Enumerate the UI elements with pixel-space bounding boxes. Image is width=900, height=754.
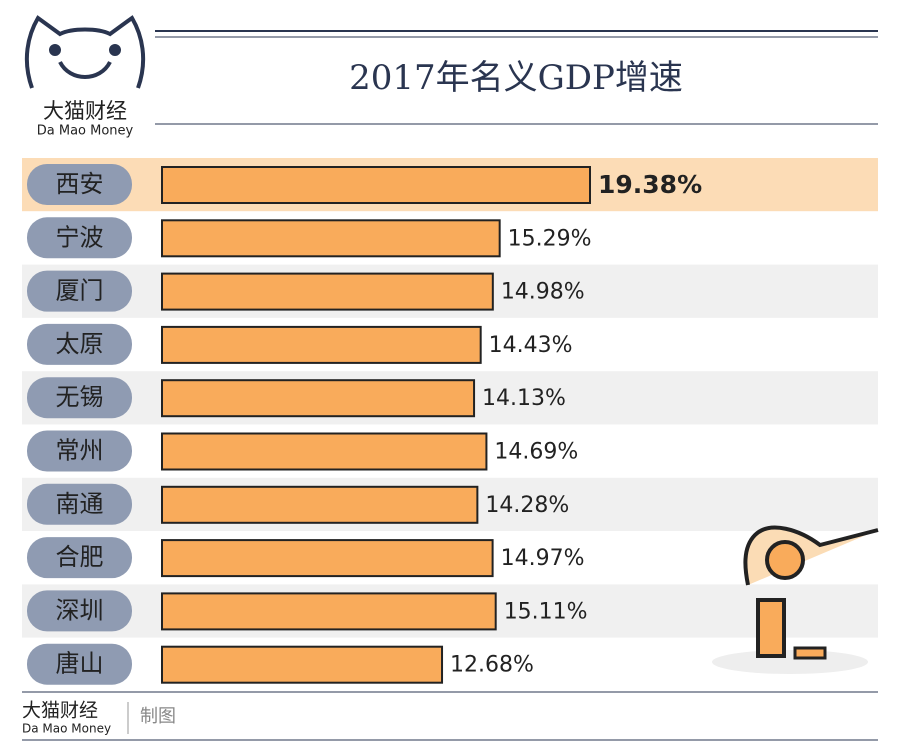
coin-stack <box>756 598 786 658</box>
logo <box>24 15 146 89</box>
category-pill <box>27 537 132 579</box>
logo-eye <box>49 44 61 56</box>
category-pill <box>27 164 132 205</box>
value-label: 14.13% <box>482 386 566 411</box>
value-label: 14.98% <box>501 280 585 305</box>
category-pill <box>27 430 132 472</box>
value-label: 15.11% <box>504 599 588 624</box>
footer-note: 制图 <box>140 706 176 727</box>
value-label: 19.38% <box>598 170 702 199</box>
value-label: 15.29% <box>508 226 592 251</box>
shadow <box>712 650 868 674</box>
bar <box>161 272 494 311</box>
category-pill <box>27 483 132 525</box>
illustration <box>712 525 879 674</box>
logo-eye <box>109 44 121 56</box>
category-label: 西安 <box>56 170 104 198</box>
value-label: 14.69% <box>494 440 578 465</box>
chart-title: 2017年名义GDP增速 <box>349 58 683 98</box>
category-label: 南通 <box>56 490 104 518</box>
footer-subtitle: Da Mao Money <box>22 722 111 736</box>
value-label: 14.43% <box>489 333 573 358</box>
bar <box>161 325 482 364</box>
logo-smile <box>58 60 112 79</box>
category-label: 无锡 <box>56 383 104 411</box>
coin <box>765 540 805 580</box>
category-label: 厦门 <box>56 277 104 305</box>
category-pill <box>27 217 132 259</box>
category-pill <box>27 323 132 365</box>
bar <box>161 219 501 258</box>
footer-name: 大猫财经 <box>22 700 98 722</box>
bar <box>161 379 476 418</box>
category-pill <box>27 643 132 685</box>
logo-subtitle: Da Mao Money <box>37 124 134 139</box>
value-label: 12.68% <box>450 653 534 678</box>
category-label: 合肥 <box>56 543 104 571</box>
value-label: 14.28% <box>485 493 569 518</box>
bar <box>161 432 488 471</box>
category-pill <box>27 377 132 419</box>
value-label: 14.97% <box>501 546 585 571</box>
bar <box>161 645 444 684</box>
category-pill <box>27 270 132 312</box>
bar <box>161 485 479 524</box>
category-label: 太原 <box>56 330 104 358</box>
category-label: 唐山 <box>56 650 104 678</box>
category-label: 深圳 <box>56 596 104 624</box>
bar <box>161 166 591 204</box>
category-label: 宁波 <box>56 223 104 251</box>
logo-name: 大猫财经 <box>43 99 127 123</box>
logo-cat <box>24 15 146 89</box>
bar <box>161 539 494 578</box>
category-label: 常州 <box>56 437 104 465</box>
category-pill <box>27 590 132 632</box>
coin-flat <box>793 646 827 660</box>
bar <box>161 592 497 631</box>
